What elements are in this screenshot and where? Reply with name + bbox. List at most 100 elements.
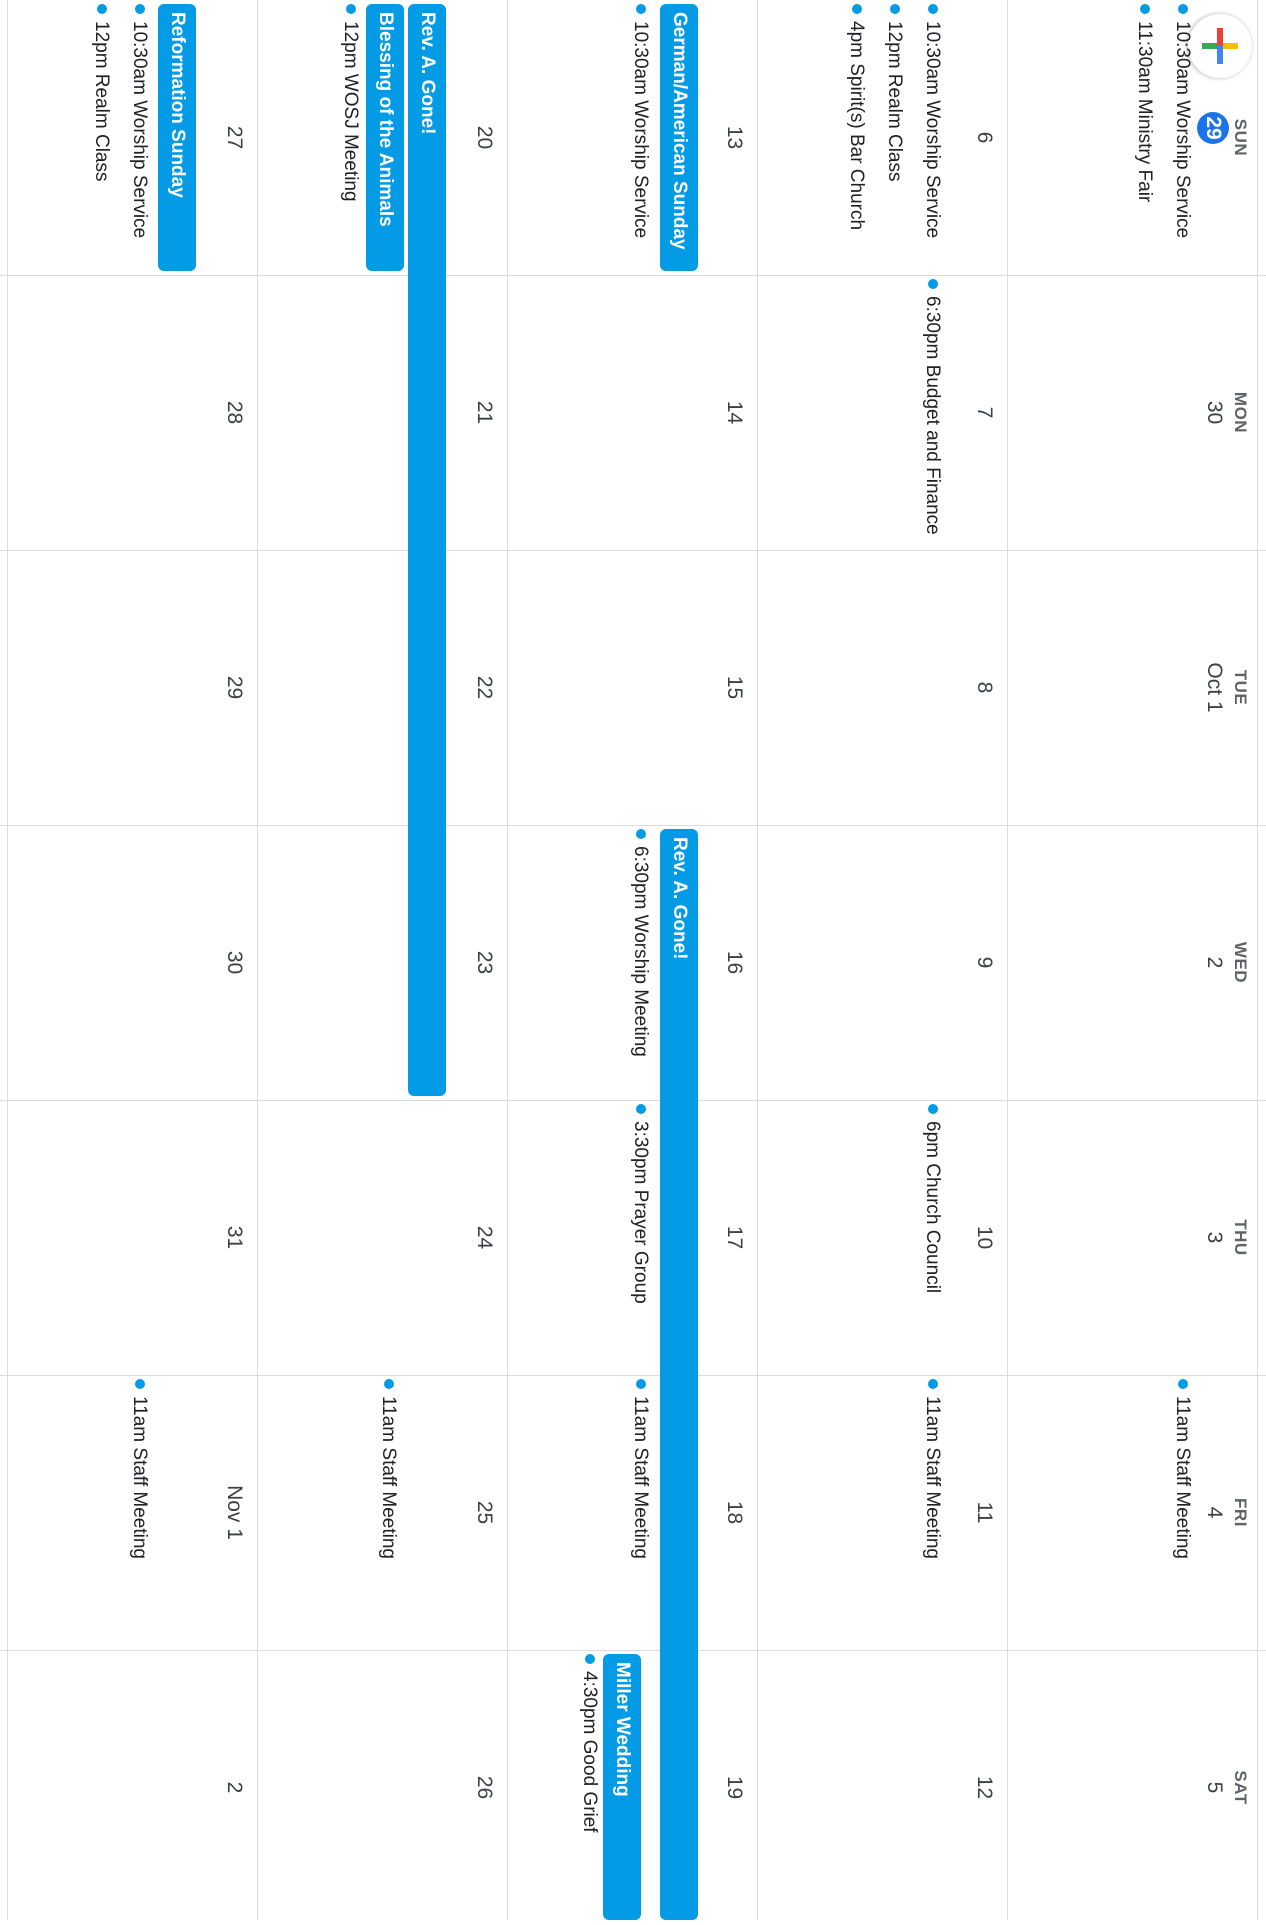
day-number[interactable]: 23 [473,950,496,975]
grid-row-divider [7,0,8,1920]
event-chip[interactable]: 11am Staff Meeting [1170,1379,1194,1559]
grid-row-divider [1007,0,1008,1920]
day-number[interactable]: 18 [723,1500,746,1525]
event-dot-icon [890,4,900,14]
day-number[interactable]: 16 [723,950,746,975]
weekday-label: SUN [1231,118,1250,157]
day-number[interactable]: 2 [1203,956,1226,969]
day-number[interactable]: 11 [973,1501,996,1524]
today-date[interactable]: 29 [1197,112,1229,144]
day-number[interactable]: 6 [973,131,996,144]
event-chip[interactable]: 10:30am Worship Service [1170,4,1194,238]
plus-icon-part [1202,43,1217,49]
event-title: 12pm Realm Class [91,21,112,182]
event-dot-icon [384,1379,394,1389]
day-number[interactable]: 29 [223,675,246,700]
event-title: 12pm Realm Class [884,21,905,182]
allday-event-bar[interactable]: Rev. A. Gone! [408,4,446,1096]
event-dot-icon [928,279,938,289]
event-title: 11am Staff Meeting [129,1396,150,1560]
event-title: 10:30am Worship Service [1172,21,1193,239]
day-number[interactable]: Nov 1 [223,1485,246,1540]
weekday-label: WED [1231,941,1250,984]
event-chip[interactable]: 10:30am Worship Service [920,4,944,238]
event-title: 12pm WOSJ Meeting [340,21,361,202]
day-number[interactable]: 3 [1203,1231,1226,1244]
event-title: 11am Staff Meeting [630,1396,651,1560]
grid-row-divider [257,0,258,1920]
weekday-label: MON [1231,391,1250,434]
event-chip[interactable]: 6:30pm Budget and Finance [920,279,944,535]
event-chip[interactable]: 11am Staff Meeting [376,1379,400,1559]
day-number[interactable]: 4 [1203,1506,1226,1519]
event-chip[interactable]: 6pm Church Council [920,1104,944,1293]
grid-column-divider [0,550,1266,551]
day-number[interactable]: 5 [1203,1781,1226,1794]
day-number[interactable]: 24 [473,1225,496,1250]
event-dot-icon [852,4,862,14]
grid-column-divider [0,1375,1266,1376]
allday-event-bar[interactable]: Blessing of the Animals [366,4,404,271]
allday-event-bar[interactable]: Rev. A. Gone! [660,829,698,1920]
day-number[interactable]: 25 [473,1500,496,1525]
weekday-label: THU [1231,1219,1250,1256]
grid-column-divider [0,1650,1266,1651]
event-title: 4:30pm Good Grief [579,1671,600,1833]
day-number[interactable]: 19 [723,1775,746,1800]
event-chip[interactable]: 12pm Realm Class [89,4,113,182]
day-number[interactable]: 26 [473,1775,496,1800]
day-number[interactable]: 27 [223,125,246,150]
event-dot-icon [346,4,356,14]
event-chip[interactable]: 10:30am Worship Service [127,4,151,238]
day-number[interactable]: 8 [973,681,996,694]
event-chip[interactable]: 11am Staff Meeting [628,1379,652,1559]
event-chip[interactable]: 12pm WOSJ Meeting [338,4,362,202]
event-chip[interactable]: 11am Staff Meeting [127,1379,151,1559]
grid-column-divider [0,275,1266,276]
event-chip[interactable]: 11am Staff Meeting [920,1379,944,1559]
event-chip[interactable]: 11:30am Ministry Fair [1132,4,1156,202]
event-dot-icon [585,1654,595,1664]
day-number[interactable]: 17 [723,1225,746,1250]
weekday-label: SAT [1231,1770,1250,1805]
event-dot-icon [928,1379,938,1389]
grid-column-divider [0,825,1266,826]
day-number[interactable]: 21 [473,400,496,425]
event-chip[interactable]: 4pm Spirit(s) Bar Church [844,4,868,230]
event-title: 3:30pm Prayer Group [630,1121,651,1304]
day-number[interactable]: 30 [223,950,246,975]
event-title: 10:30am Worship Service [922,21,943,239]
day-number[interactable]: 14 [723,400,746,425]
allday-event-bar[interactable]: German/American Sunday [660,4,698,271]
event-dot-icon [1140,4,1150,14]
day-number[interactable]: 10 [973,1225,996,1250]
day-number[interactable]: 31 [223,1225,246,1250]
event-chip[interactable]: 3:30pm Prayer Group [628,1104,652,1304]
day-number[interactable]: 15 [723,675,746,700]
day-number[interactable]: 30 [1203,400,1226,425]
event-chip[interactable]: 6:30pm Worship Meeting [628,829,652,1057]
allday-event-bar[interactable]: Reformation Sunday [158,4,196,271]
day-number[interactable]: 13 [723,125,746,150]
event-title: 11am Staff Meeting [378,1396,399,1560]
event-title: 11:30am Ministry Fair [1134,21,1155,203]
day-number[interactable]: Oct 1 [1203,662,1226,713]
day-number[interactable]: 2 [223,1781,246,1794]
event-chip[interactable]: 4:30pm Good Grief [577,1654,601,1833]
allday-event-bar[interactable]: Miller Wedding [603,1654,641,1920]
event-title: 11am Staff Meeting [1172,1396,1193,1560]
event-dot-icon [928,4,938,14]
event-chip[interactable]: 12pm Realm Class [882,4,906,182]
day-number[interactable]: 9 [973,956,996,969]
weekday-label: TUE [1231,669,1250,706]
event-title: 6:30pm Budget and Finance [922,296,943,535]
day-number[interactable]: 12 [973,1775,996,1800]
day-number[interactable]: 28 [223,400,246,425]
day-number[interactable]: 20 [473,125,496,150]
day-number[interactable]: 7 [973,406,996,419]
event-chip[interactable]: 10:30am Worship Service [628,4,652,238]
event-dot-icon [636,4,646,14]
day-number[interactable]: 22 [473,675,496,700]
